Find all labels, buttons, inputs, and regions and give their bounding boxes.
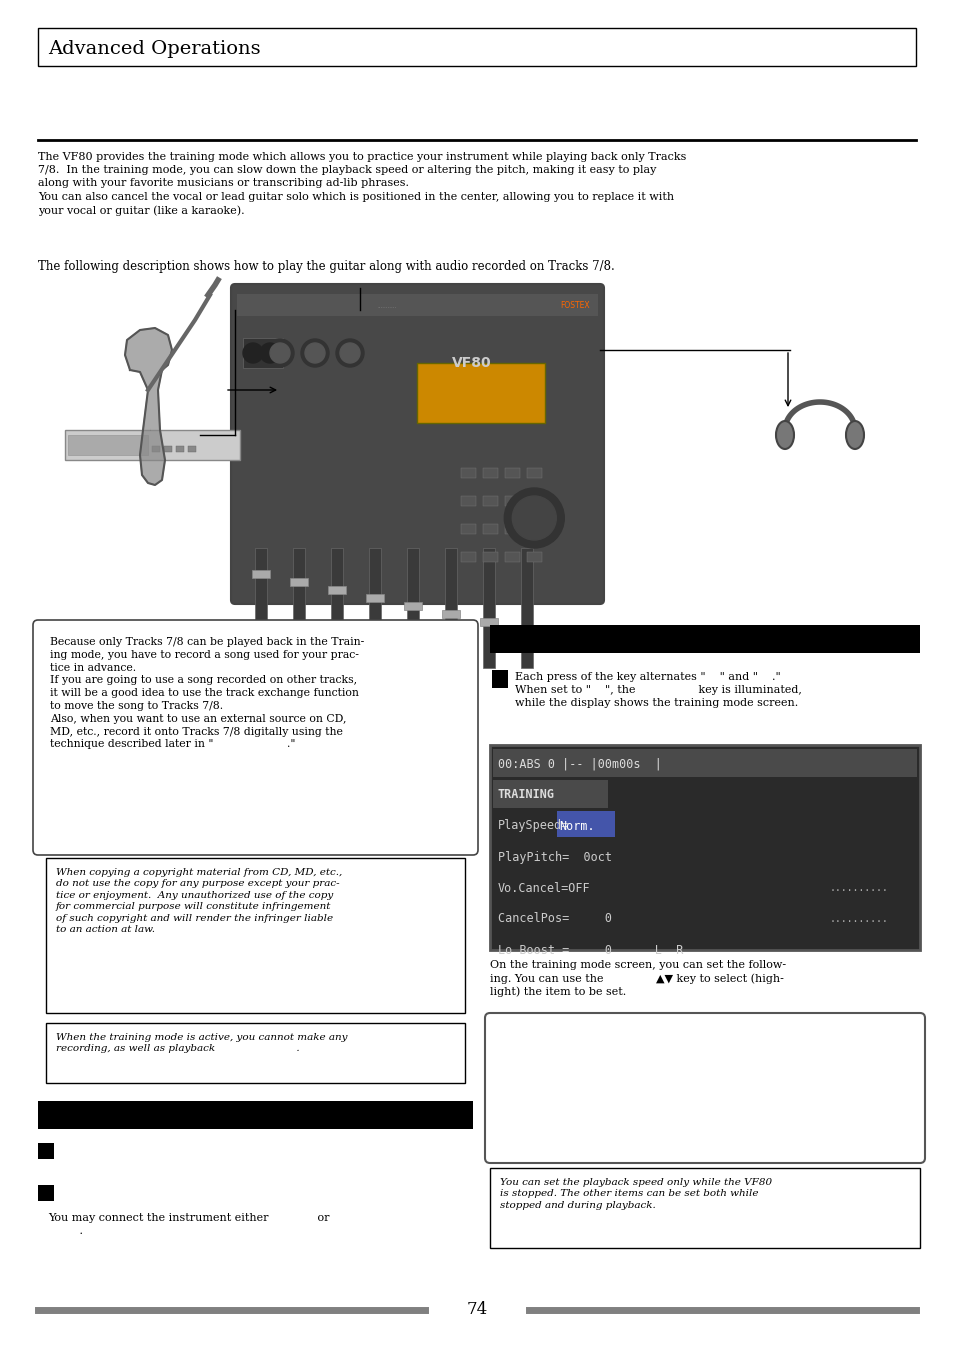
- Bar: [492, 670, 507, 688]
- Bar: [152, 446, 160, 453]
- Bar: [290, 578, 308, 586]
- Bar: [520, 549, 533, 667]
- Text: You can set the playback speed only while the VF80
is stopped. The other items c: You can set the playback speed only whil…: [499, 1178, 771, 1210]
- Text: Vo.Cancel=OFF: Vo.Cancel=OFF: [497, 881, 590, 894]
- Ellipse shape: [775, 422, 793, 449]
- Text: Advanced Operations: Advanced Operations: [48, 41, 260, 58]
- Text: The VF80 provides the training mode which allows you to practice your instrument: The VF80 provides the training mode whic…: [38, 153, 685, 216]
- Bar: [417, 363, 545, 423]
- Bar: [403, 603, 421, 611]
- Text: TRAINING: TRAINING: [497, 789, 555, 801]
- Text: ...........: ...........: [376, 304, 395, 308]
- Text: ..........: ..........: [829, 884, 888, 893]
- Circle shape: [504, 488, 564, 549]
- Circle shape: [270, 343, 290, 363]
- Polygon shape: [125, 328, 172, 485]
- Bar: [461, 467, 476, 478]
- Text: 74: 74: [466, 1301, 487, 1319]
- Bar: [493, 780, 607, 808]
- Bar: [527, 553, 541, 562]
- Bar: [243, 338, 283, 367]
- Bar: [483, 496, 497, 507]
- Bar: [557, 811, 615, 838]
- Bar: [444, 549, 456, 667]
- Bar: [188, 446, 195, 453]
- Bar: [236, 295, 598, 316]
- Bar: [479, 617, 497, 626]
- Bar: [328, 586, 346, 594]
- Bar: [68, 435, 148, 455]
- Bar: [517, 626, 536, 634]
- Bar: [461, 496, 476, 507]
- Bar: [38, 1185, 54, 1201]
- Circle shape: [339, 343, 359, 363]
- Bar: [482, 549, 495, 667]
- Bar: [65, 430, 240, 459]
- FancyBboxPatch shape: [231, 284, 603, 604]
- Bar: [505, 496, 519, 507]
- Text: FOSTEX: FOSTEX: [559, 301, 589, 311]
- Text: Norm.: Norm.: [558, 820, 594, 832]
- Bar: [293, 549, 305, 667]
- Circle shape: [301, 339, 329, 367]
- Bar: [490, 1169, 919, 1248]
- Bar: [369, 549, 380, 667]
- Text: CancelPos=     0: CancelPos= 0: [497, 912, 612, 925]
- Text: 00:ABS 0 |-- |00m00s  |: 00:ABS 0 |-- |00m00s |: [497, 758, 661, 770]
- Bar: [505, 524, 519, 534]
- Text: When the training mode is active, you cannot make any
recording, as well as play: When the training mode is active, you ca…: [56, 1034, 347, 1054]
- Bar: [331, 549, 343, 667]
- Text: PlayPitch=  0oct: PlayPitch= 0oct: [497, 851, 612, 863]
- Bar: [461, 524, 476, 534]
- Text: When copying a copyright material from CD, MD, etc.,
do not use the copy for any: When copying a copyright material from C…: [56, 867, 342, 935]
- Bar: [254, 549, 267, 667]
- Bar: [38, 1101, 473, 1129]
- Circle shape: [266, 339, 294, 367]
- Bar: [164, 446, 172, 453]
- Bar: [505, 553, 519, 562]
- Bar: [441, 611, 459, 617]
- Text: Lo Boost =     0      L  R: Lo Boost = 0 L R: [497, 943, 682, 957]
- Ellipse shape: [845, 422, 863, 449]
- Bar: [527, 467, 541, 478]
- Bar: [490, 744, 919, 950]
- Bar: [252, 570, 270, 578]
- Text: ..........: ..........: [829, 915, 888, 924]
- Circle shape: [305, 343, 325, 363]
- FancyBboxPatch shape: [33, 620, 477, 855]
- Bar: [505, 467, 519, 478]
- Text: Each press of the key alternates "    " and "    ."
When set to "    ", the     : Each press of the key alternates " " and…: [515, 671, 801, 708]
- Bar: [527, 496, 541, 507]
- Text: On the training mode screen, you can set the follow-
ing. You can use the       : On the training mode screen, you can set…: [490, 961, 785, 997]
- Text: You may connect the instrument either              or
         .: You may connect the instrument either or…: [48, 1213, 329, 1236]
- Bar: [407, 549, 418, 667]
- Circle shape: [243, 343, 263, 363]
- Circle shape: [260, 343, 280, 363]
- Text: VF80: VF80: [452, 357, 492, 370]
- Text: PlaySpeed=: PlaySpeed=: [497, 820, 569, 832]
- FancyBboxPatch shape: [484, 1013, 924, 1163]
- Text: ♩: ♩: [150, 428, 151, 432]
- Bar: [483, 467, 497, 478]
- Circle shape: [335, 339, 364, 367]
- Bar: [461, 553, 476, 562]
- Bar: [38, 28, 915, 66]
- Bar: [175, 446, 184, 453]
- Text: The following description shows how to play the guitar along with audio recorded: The following description shows how to p…: [38, 259, 614, 273]
- Bar: [493, 748, 916, 777]
- Bar: [490, 626, 919, 653]
- Bar: [527, 524, 541, 534]
- Bar: [483, 524, 497, 534]
- Bar: [483, 553, 497, 562]
- Circle shape: [512, 496, 556, 540]
- Text: Because only Tracks 7/8 can be played back in the Train-
ing mode, you have to r: Because only Tracks 7/8 can be played ba…: [50, 638, 364, 750]
- Bar: [46, 1023, 464, 1084]
- Bar: [38, 1143, 54, 1159]
- Bar: [366, 594, 384, 603]
- Bar: [46, 858, 464, 1013]
